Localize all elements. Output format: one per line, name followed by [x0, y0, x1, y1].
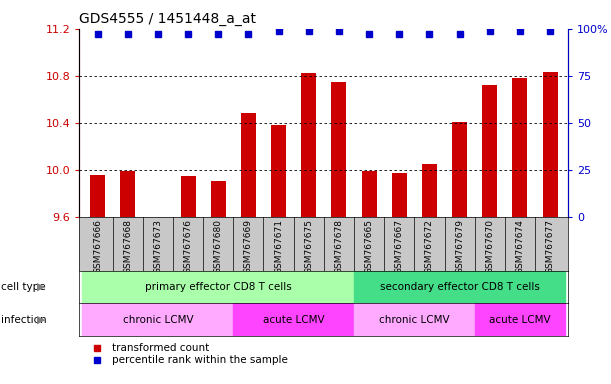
- Text: chronic LCMV: chronic LCMV: [123, 314, 193, 325]
- Bar: [354, 303, 475, 336]
- Text: GSM767677: GSM767677: [546, 219, 555, 274]
- Text: GSM767675: GSM767675: [304, 219, 313, 274]
- Text: acute LCMV: acute LCMV: [263, 314, 324, 325]
- Bar: [82, 271, 354, 303]
- Text: GSM767668: GSM767668: [123, 219, 132, 274]
- Bar: [271, 125, 286, 217]
- Text: GSM767674: GSM767674: [516, 219, 524, 274]
- Bar: [90, 175, 105, 217]
- Bar: [301, 73, 316, 217]
- Bar: [475, 303, 565, 336]
- Text: GSM767676: GSM767676: [183, 219, 192, 274]
- Bar: [120, 171, 135, 217]
- Bar: [543, 72, 558, 217]
- Text: chronic LCMV: chronic LCMV: [379, 314, 450, 325]
- Text: GSM767669: GSM767669: [244, 219, 253, 274]
- Text: GSM767665: GSM767665: [365, 219, 373, 274]
- Bar: [241, 114, 256, 217]
- Text: GSM767670: GSM767670: [485, 219, 494, 274]
- Bar: [331, 82, 346, 217]
- Text: GSM767666: GSM767666: [93, 219, 102, 274]
- Text: GSM767680: GSM767680: [214, 219, 223, 274]
- Bar: [180, 176, 196, 217]
- Text: GSM767679: GSM767679: [455, 219, 464, 274]
- Text: acute LCMV: acute LCMV: [489, 314, 551, 325]
- Text: ▶: ▶: [37, 314, 46, 325]
- Text: GSM767673: GSM767673: [153, 219, 163, 274]
- Text: infection: infection: [1, 314, 46, 325]
- Bar: [362, 171, 376, 217]
- Text: GSM767672: GSM767672: [425, 219, 434, 274]
- Bar: [233, 303, 354, 336]
- Bar: [392, 174, 407, 217]
- Text: secondary effector CD8 T cells: secondary effector CD8 T cells: [379, 282, 540, 292]
- Bar: [482, 85, 497, 217]
- Text: GDS4555 / 1451448_a_at: GDS4555 / 1451448_a_at: [79, 12, 257, 26]
- Text: ▶: ▶: [37, 282, 46, 292]
- Bar: [82, 303, 233, 336]
- Text: GSM767667: GSM767667: [395, 219, 404, 274]
- Bar: [354, 271, 565, 303]
- Text: primary effector CD8 T cells: primary effector CD8 T cells: [145, 282, 291, 292]
- Bar: [422, 164, 437, 217]
- Text: cell type: cell type: [1, 282, 45, 292]
- Legend: transformed count, percentile rank within the sample: transformed count, percentile rank withi…: [85, 341, 290, 367]
- Bar: [452, 122, 467, 217]
- Bar: [513, 78, 527, 217]
- Bar: [211, 180, 226, 217]
- Text: GSM767678: GSM767678: [334, 219, 343, 274]
- Text: GSM767671: GSM767671: [274, 219, 283, 274]
